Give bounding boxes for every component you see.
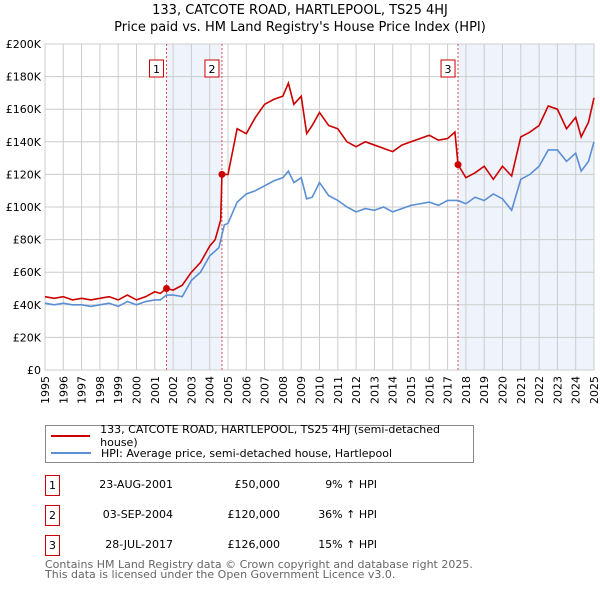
- sale-date: 03-SEP-2004: [102, 508, 173, 521]
- x-tick-label: 2014: [387, 376, 400, 404]
- sale-hpi-change: 36% ↑ HPI: [318, 508, 377, 521]
- x-tick-label: 1995: [39, 376, 52, 404]
- sale-hpi-change: 15% ↑ HPI: [318, 538, 377, 551]
- x-tick-label: 2016: [423, 376, 436, 404]
- x-tick-label: 1998: [94, 376, 107, 404]
- x-tick-label: 1999: [112, 376, 125, 404]
- x-tick-label: 2012: [350, 376, 363, 404]
- x-tick-label: 1997: [76, 376, 89, 404]
- legend-item-hpi: HPI: Average price, semi-detached house,…: [46, 445, 392, 461]
- y-tick-label: £140K: [6, 136, 42, 149]
- x-tick-label: 2002: [167, 376, 180, 404]
- x-tick-label: 2015: [405, 376, 418, 404]
- sale-marker-box: [149, 59, 165, 78]
- x-tick-label: 2008: [277, 376, 290, 404]
- sale-number: 1: [45, 475, 60, 496]
- sale-point: [163, 285, 171, 292]
- sale-marker-label: 2: [208, 63, 215, 76]
- x-tick-label: 2017: [442, 376, 455, 404]
- sale-point: [218, 170, 226, 178]
- sale-marker-box: [440, 59, 456, 78]
- sale-price: £50,000: [234, 478, 281, 491]
- sale-row: 1 23-AUG-2001 £50,000 9% ↑ HPI: [45, 475, 485, 497]
- sale-date: 23-AUG-2001: [99, 478, 173, 491]
- legend-item-property: 133, CATCOTE ROAD, HARTLEPOOL, TS25 4HJ …: [46, 423, 473, 449]
- x-tick-label: 2005: [222, 376, 235, 404]
- y-tick-label: £60K: [13, 266, 42, 279]
- sale-number: 3: [45, 535, 60, 556]
- plot-border: [44, 43, 595, 371]
- x-tick-label: 2023: [551, 376, 564, 404]
- x-tick-label: 2000: [131, 376, 144, 404]
- footer: Contains HM Land Registry data © Crown c…: [45, 558, 473, 581]
- sale-price: £126,000: [227, 538, 281, 551]
- x-tick-label: 2006: [240, 376, 253, 404]
- y-tick-label: £80K: [13, 234, 42, 247]
- x-tick-label: 2004: [204, 376, 217, 404]
- legend-swatch-property: [51, 435, 91, 437]
- y-tick-label: £120K: [6, 168, 42, 181]
- x-tick-label: 2021: [515, 376, 528, 404]
- legend: 133, CATCOTE ROAD, HARTLEPOOL, TS25 4HJ …: [45, 423, 474, 463]
- sale-hpi-change: 9% ↑ HPI: [325, 478, 377, 491]
- sale-marker-label: 1: [153, 63, 160, 76]
- x-tick-label: 2010: [314, 376, 327, 404]
- series-line: [44, 80, 595, 301]
- y-tick-label: £40K: [13, 299, 42, 312]
- sale-row: 2 03-SEP-2004 £120,000 36% ↑ HPI: [45, 505, 485, 527]
- footer-line: This data is licensed under the Open Gov…: [45, 568, 396, 581]
- footer-line: Contains HM Land Registry data © Crown c…: [45, 558, 473, 571]
- x-tick-label: 2001: [149, 376, 162, 404]
- y-tick-label: £100K: [6, 201, 42, 214]
- x-tick-label: 2009: [295, 376, 308, 404]
- y-tick-label: £180K: [6, 71, 42, 84]
- x-tick-label: 1996: [57, 376, 70, 404]
- x-tick-label: 2007: [259, 376, 272, 404]
- x-tick-label: 2013: [368, 376, 381, 404]
- x-tick-label: 2024: [570, 376, 583, 404]
- sale-point: [454, 161, 462, 169]
- sale-number: 2: [45, 505, 60, 526]
- x-tick-label: 2019: [478, 376, 491, 404]
- x-tick-label: 2020: [497, 376, 510, 404]
- price-chart: £0 £20K £40K £60K £80K £100K £120K £140K £160K £1…: [6, 38, 600, 404]
- sale-row: 3 28-JUL-2017 £126,000 15% ↑ HPI: [45, 535, 485, 557]
- legend-label: 133, CATCOTE ROAD, HARTLEPOOL, TS25 4HJ …: [100, 423, 440, 449]
- sale-date: 28-JUL-2017: [105, 538, 173, 551]
- legend-swatch-hpi: [51, 452, 91, 454]
- sale-marker-box: [204, 59, 220, 78]
- y-tick-label: £0: [27, 364, 41, 377]
- chart-subtitle: Price paid vs. HM Land Registry's House …: [114, 20, 486, 35]
- y-tick-label: £20K: [13, 331, 42, 344]
- x-tick-label: 2003: [185, 376, 198, 404]
- legend-label: HPI: Average price, semi-detached house,…: [101, 446, 393, 460]
- series-line: [44, 141, 595, 308]
- y-tick-label: £200K: [6, 38, 42, 51]
- x-tick-label: 2022: [533, 376, 546, 404]
- y-tick-label: £160K: [6, 103, 42, 116]
- sale-price: £120,000: [227, 508, 281, 521]
- sale-marker-label: 3: [445, 63, 452, 76]
- chart-title: 133, CATCOTE ROAD, HARTLEPOOL, TS25 4HJ: [152, 3, 448, 18]
- x-tick-label: 2018: [460, 376, 473, 404]
- x-tick-label: 2025: [588, 376, 600, 404]
- x-tick-label: 2011: [332, 376, 345, 404]
